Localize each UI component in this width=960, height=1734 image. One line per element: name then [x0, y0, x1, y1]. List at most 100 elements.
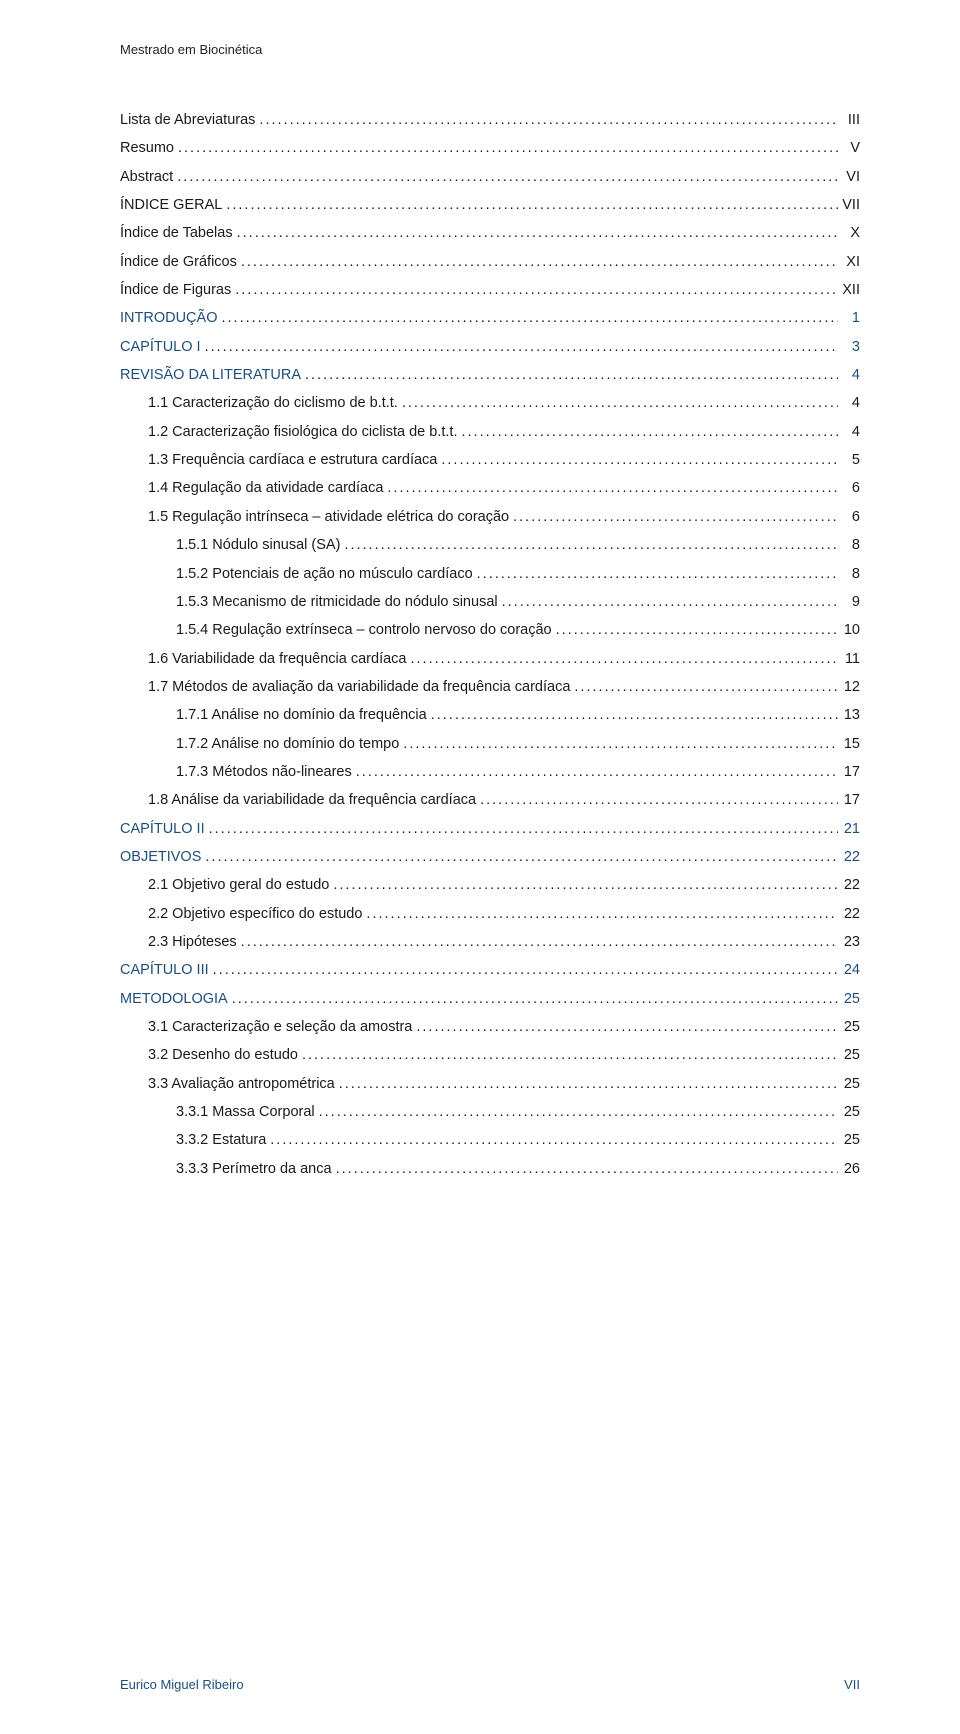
toc-entry-title: ÍNDICE GERAL — [120, 192, 222, 220]
toc-entry: 1.7 Métodos de avaliação da variabilidad… — [120, 674, 860, 702]
toc-leader-dots — [233, 220, 838, 248]
toc-leader-dots — [201, 334, 838, 362]
toc-entry: INTRODUÇÃO 1 — [120, 305, 860, 333]
toc-entry-page: 23 — [838, 929, 860, 957]
toc-entry-title: 2.3 Hipóteses — [148, 929, 237, 957]
toc-entry: Índice de Gráficos XI — [120, 249, 860, 277]
toc-entry: 3.3.3 Perímetro da anca26 — [120, 1156, 860, 1184]
toc-entry-page: 22 — [838, 901, 860, 929]
page: Mestrado em Biocinética Lista de Abrevia… — [0, 0, 960, 1734]
toc-leader-dots — [255, 107, 838, 135]
toc-entry: 3.2 Desenho do estudo25 — [120, 1042, 860, 1070]
toc-leader-dots — [399, 731, 838, 759]
toc-leader-dots — [412, 1014, 838, 1042]
toc-entry-title: 1.5.4 Regulação extrínseca – controlo ne… — [176, 617, 552, 645]
toc-entry-title: 1.7.2 Análise no domínio do tempo — [176, 731, 399, 759]
toc-entry-page: 24 — [838, 957, 860, 985]
toc-entry: 1.6 Variabilidade da frequência cardíaca… — [120, 646, 860, 674]
toc-entry: 3.3.2 Estatura 25 — [120, 1127, 860, 1155]
toc-entry-title: 1.4 Regulação da atividade cardíaca — [148, 475, 383, 503]
toc-entry-page: 6 — [838, 504, 860, 532]
toc-leader-dots — [201, 844, 838, 872]
toc-leader-dots — [407, 646, 839, 674]
toc-entry-page: 8 — [838, 532, 860, 560]
toc-entry-page: 25 — [838, 1014, 860, 1042]
toc-entry: 1.7.2 Análise no domínio do tempo 15 — [120, 731, 860, 759]
toc-leader-dots — [315, 1099, 838, 1127]
toc-entry-title: 1.8 Análise da variabilidade da frequênc… — [148, 787, 476, 815]
toc-entry-title: 1.6 Variabilidade da frequência cardíaca — [148, 646, 407, 674]
toc-entry: 1.2 Caracterização fisiológica do ciclis… — [120, 419, 860, 447]
toc-entry-page: 12 — [838, 674, 860, 702]
toc-entry: METODOLOGIA25 — [120, 986, 860, 1014]
toc-leader-dots — [222, 192, 838, 220]
toc-entry-title: 3.2 Desenho do estudo — [148, 1042, 298, 1070]
toc-entry-page: 1 — [838, 305, 860, 333]
toc-entry-title: Índice de Figuras — [120, 277, 231, 305]
toc-leader-dots — [335, 1071, 838, 1099]
toc-entry-title: CAPÍTULO I — [120, 334, 201, 362]
toc-entry: 1.3 Frequência cardíaca e estrutura card… — [120, 447, 860, 475]
toc-entry-page: XII — [838, 277, 860, 305]
toc-leader-dots — [427, 702, 838, 730]
toc-leader-dots — [473, 561, 838, 589]
toc-entry: Índice de Figuras XII — [120, 277, 860, 305]
toc-entry-title: OBJETIVOS — [120, 844, 201, 872]
toc-leader-dots — [231, 277, 838, 305]
toc-entry-page: III — [838, 107, 860, 135]
toc-entry: 2.1 Objetivo geral do estudo22 — [120, 872, 860, 900]
toc-entry-title: Resumo — [120, 135, 174, 163]
toc-leader-dots — [298, 1042, 838, 1070]
toc-entry-page: 15 — [838, 731, 860, 759]
toc-entry: AbstractVI — [120, 164, 860, 192]
toc-entry-title: REVISÃO DA LITERATURA — [120, 362, 301, 390]
toc-entry-title: Lista de Abreviaturas — [120, 107, 255, 135]
toc-entry-title: 2.2 Objetivo específico do estudo — [148, 901, 362, 929]
toc-entry: 1.8 Análise da variabilidade da frequênc… — [120, 787, 860, 815]
toc-entry-page: 17 — [838, 787, 860, 815]
toc-leader-dots — [362, 901, 838, 929]
toc-entry-page: XI — [838, 249, 860, 277]
toc-entry-title: 3.3.3 Perímetro da anca — [176, 1156, 332, 1184]
toc-entry-page: VII — [838, 192, 860, 220]
toc-entry-title: Índice de Gráficos — [120, 249, 237, 277]
toc-leader-dots — [217, 305, 838, 333]
toc-entry-title: Abstract — [120, 164, 173, 192]
toc-entry-title: 1.3 Frequência cardíaca e estrutura card… — [148, 447, 437, 475]
toc-leader-dots — [332, 1156, 838, 1184]
toc-entry-title: INTRODUÇÃO — [120, 305, 217, 333]
footer-page-number: VII — [844, 1677, 860, 1692]
toc-leader-dots — [329, 872, 838, 900]
toc-leader-dots — [209, 957, 838, 985]
footer-author: Eurico Miguel Ribeiro — [120, 1677, 244, 1692]
toc-entry-page: 5 — [838, 447, 860, 475]
toc-entry: 1.7.3 Métodos não-lineares17 — [120, 759, 860, 787]
toc-entry-page: 9 — [838, 589, 860, 617]
toc-entry-page: 25 — [838, 986, 860, 1014]
toc-entry-page: X — [838, 220, 860, 248]
toc-leader-dots — [383, 475, 838, 503]
toc-entry-title: 1.5 Regulação intrínseca – atividade elé… — [148, 504, 509, 532]
toc-entry: 1.4 Regulação da atividade cardíaca 6 — [120, 475, 860, 503]
toc-entry: 2.3 Hipóteses 23 — [120, 929, 860, 957]
page-footer: Eurico Miguel Ribeiro VII — [120, 1677, 860, 1692]
toc-entry-title: 3.3.2 Estatura — [176, 1127, 266, 1155]
toc-leader-dots — [237, 929, 838, 957]
toc-entry: 1.5.2 Potenciais de ação no músculo card… — [120, 561, 860, 589]
toc-entry: 3.3 Avaliação antropométrica25 — [120, 1071, 860, 1099]
toc-entry: 1.5.4 Regulação extrínseca – controlo ne… — [120, 617, 860, 645]
toc-entry-page: 6 — [838, 475, 860, 503]
toc-entry-page: 25 — [838, 1127, 860, 1155]
toc-leader-dots — [476, 787, 838, 815]
toc-leader-dots — [509, 504, 838, 532]
toc-entry-page: 22 — [838, 844, 860, 872]
toc-leader-dots — [237, 249, 838, 277]
toc-leader-dots — [173, 164, 838, 192]
toc-entry-page: 3 — [838, 334, 860, 362]
toc-entry-page: 4 — [838, 362, 860, 390]
toc-leader-dots — [457, 419, 838, 447]
toc-entry: 1.1 Caracterização do ciclismo de b.t.t.… — [120, 390, 860, 418]
toc-leader-dots — [398, 390, 838, 418]
toc-entry: 1.5.3 Mecanismo de ritmicidade do nódulo… — [120, 589, 860, 617]
toc-leader-dots — [552, 617, 838, 645]
